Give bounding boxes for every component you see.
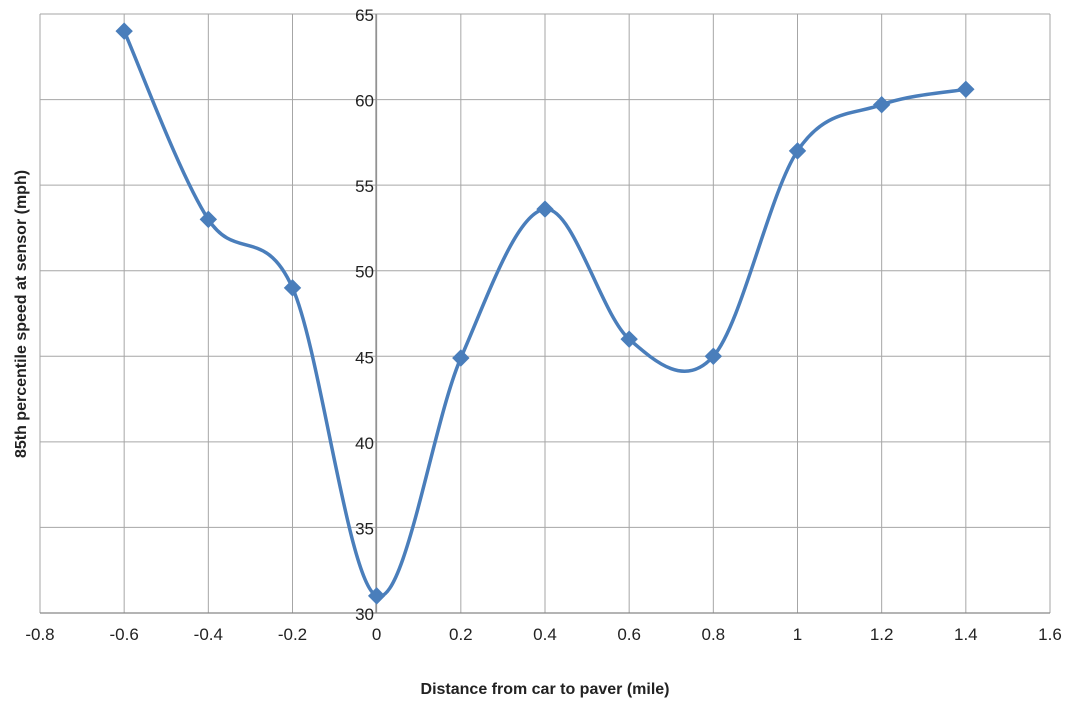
x-tick-label: 0.6 xyxy=(617,625,641,644)
x-tick-label: 1.2 xyxy=(870,625,894,644)
y-tick-label: 30 xyxy=(355,605,374,624)
x-tick-label: 1.4 xyxy=(954,625,978,644)
y-tick-label: 65 xyxy=(355,6,374,25)
x-tick-label: -0.8 xyxy=(25,625,54,644)
data-point-marker xyxy=(536,200,554,218)
x-tick-label: 0.8 xyxy=(702,625,726,644)
y-axis-title: 85th percentile speed at sensor (mph) xyxy=(13,170,30,458)
data-point-marker xyxy=(620,330,638,348)
y-tick-label: 35 xyxy=(355,519,374,538)
data-point-marker xyxy=(283,279,302,297)
series-line xyxy=(122,29,968,598)
data-point-marker xyxy=(704,347,723,365)
x-tick-label: -0.6 xyxy=(110,625,139,644)
x-axis-title: Distance from car to paver (mile) xyxy=(421,681,670,698)
y-tick-label: 55 xyxy=(355,177,374,196)
axes xyxy=(40,14,1050,614)
x-tick-label: 0.4 xyxy=(533,625,557,644)
y-tick-label: 40 xyxy=(355,434,374,453)
x-tick-label: -0.4 xyxy=(194,625,223,644)
y-tick-label: 50 xyxy=(355,263,374,282)
data-point-marker xyxy=(115,22,133,40)
data-point-marker xyxy=(788,142,807,160)
tick-labels: -0.8 -0.6 -0.4 -0.2 0 0.2 0.4 0.6 0.8 1 1.2 1.4 1.6 3… xyxy=(25,6,1061,644)
data-point-marker xyxy=(872,95,891,114)
x-tick-label: 1.6 xyxy=(1038,625,1062,644)
x-tick-label: 0 xyxy=(372,625,381,644)
data-point-marker xyxy=(367,587,386,605)
data-point-marker xyxy=(199,210,218,229)
y-tick-label: 45 xyxy=(355,348,374,367)
gridlines xyxy=(39,13,1051,614)
y-tick-label: 60 xyxy=(355,92,374,111)
data-point-marker xyxy=(957,80,975,99)
x-tick-label: -0.2 xyxy=(278,625,307,644)
x-tick-label: 1 xyxy=(793,625,802,644)
x-tick-label: 0.2 xyxy=(449,625,473,644)
data-point-marker xyxy=(452,349,470,367)
series xyxy=(115,22,975,605)
